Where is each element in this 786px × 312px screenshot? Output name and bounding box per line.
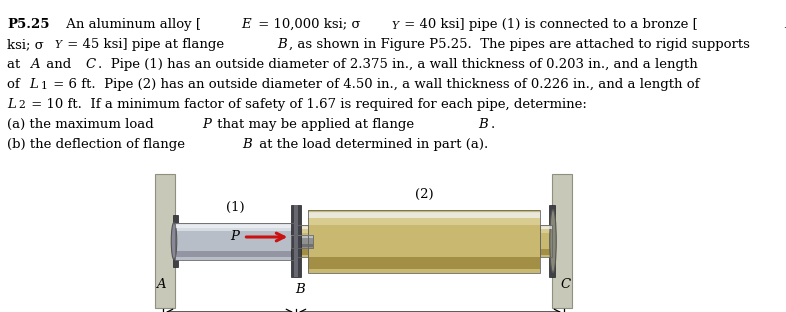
Text: L: L: [7, 98, 16, 111]
Text: at: at: [7, 58, 24, 71]
Polygon shape: [552, 174, 572, 308]
Polygon shape: [308, 213, 540, 225]
Text: (a) the maximum load: (a) the maximum load: [7, 118, 158, 131]
Polygon shape: [172, 215, 178, 267]
Text: = 45 ksi] pipe at flange: = 45 ksi] pipe at flange: [64, 38, 229, 51]
Text: E: E: [784, 18, 786, 31]
Polygon shape: [308, 212, 540, 218]
Text: = 6 ft.  Pipe (2) has an outside diameter of 4.50 in., a wall thickness of 0.226: = 6 ft. Pipe (2) has an outside diameter…: [49, 78, 700, 91]
Text: Y: Y: [391, 21, 398, 31]
Polygon shape: [296, 225, 308, 257]
Text: (2): (2): [415, 188, 433, 201]
Text: = 40 ksi] pipe (1) is connected to a bronze [: = 40 ksi] pipe (1) is connected to a bro…: [400, 18, 698, 31]
Text: ksi; σ: ksi; σ: [7, 38, 44, 51]
Text: Y: Y: [54, 41, 61, 51]
Text: (1): (1): [226, 201, 244, 213]
Text: that may be applied at flange: that may be applied at flange: [213, 118, 419, 131]
Text: A: A: [30, 58, 39, 71]
Text: = 10 ft.  If a minimum factor of safety of 1.67 is required for each pipe, deter: = 10 ft. If a minimum factor of safety o…: [27, 98, 587, 111]
Text: .: .: [491, 118, 495, 131]
Polygon shape: [296, 205, 298, 277]
Polygon shape: [291, 235, 313, 238]
Polygon shape: [294, 205, 296, 277]
Polygon shape: [291, 235, 313, 247]
Text: E: E: [241, 18, 251, 31]
Text: and: and: [42, 58, 75, 71]
Text: C: C: [561, 279, 571, 291]
Polygon shape: [540, 227, 552, 233]
Polygon shape: [175, 251, 296, 257]
Polygon shape: [155, 174, 175, 308]
Polygon shape: [308, 257, 540, 269]
Text: C: C: [85, 58, 95, 71]
Polygon shape: [540, 226, 552, 230]
Text: B: B: [277, 38, 287, 51]
Ellipse shape: [171, 222, 177, 260]
Text: L: L: [29, 78, 38, 91]
Polygon shape: [291, 235, 313, 236]
Polygon shape: [175, 225, 296, 232]
Text: P: P: [202, 118, 211, 131]
Text: B: B: [242, 138, 252, 151]
Text: An aluminum alloy [: An aluminum alloy [: [62, 18, 201, 31]
Text: B: B: [295, 283, 305, 296]
Polygon shape: [291, 205, 301, 277]
Text: .  Pipe (1) has an outside diameter of 2.375 in., a wall thickness of 0.203 in.,: . Pipe (1) has an outside diameter of 2.…: [98, 58, 698, 71]
Polygon shape: [540, 225, 552, 257]
Text: A: A: [156, 279, 166, 291]
Text: 1: 1: [40, 80, 47, 90]
Polygon shape: [291, 244, 313, 247]
Polygon shape: [175, 224, 296, 228]
Text: at the load determined in part (a).: at the load determined in part (a).: [255, 138, 488, 151]
Polygon shape: [549, 205, 554, 277]
Polygon shape: [296, 249, 308, 255]
Text: 2: 2: [18, 100, 25, 110]
Text: of: of: [7, 78, 24, 91]
Polygon shape: [296, 226, 308, 230]
Text: B: B: [479, 118, 488, 131]
Polygon shape: [296, 227, 308, 233]
Ellipse shape: [549, 209, 556, 272]
Text: , as shown in Figure P5.25.  The pipes are attached to rigid supports: , as shown in Figure P5.25. The pipes ar…: [289, 38, 751, 51]
Text: P: P: [230, 230, 240, 242]
Polygon shape: [540, 249, 552, 255]
Polygon shape: [308, 209, 540, 272]
Text: = 10,000 ksi; σ: = 10,000 ksi; σ: [254, 18, 360, 31]
Text: (b) the deflection of flange: (b) the deflection of flange: [7, 138, 189, 151]
Text: P5.25: P5.25: [7, 18, 50, 31]
Polygon shape: [175, 222, 296, 260]
